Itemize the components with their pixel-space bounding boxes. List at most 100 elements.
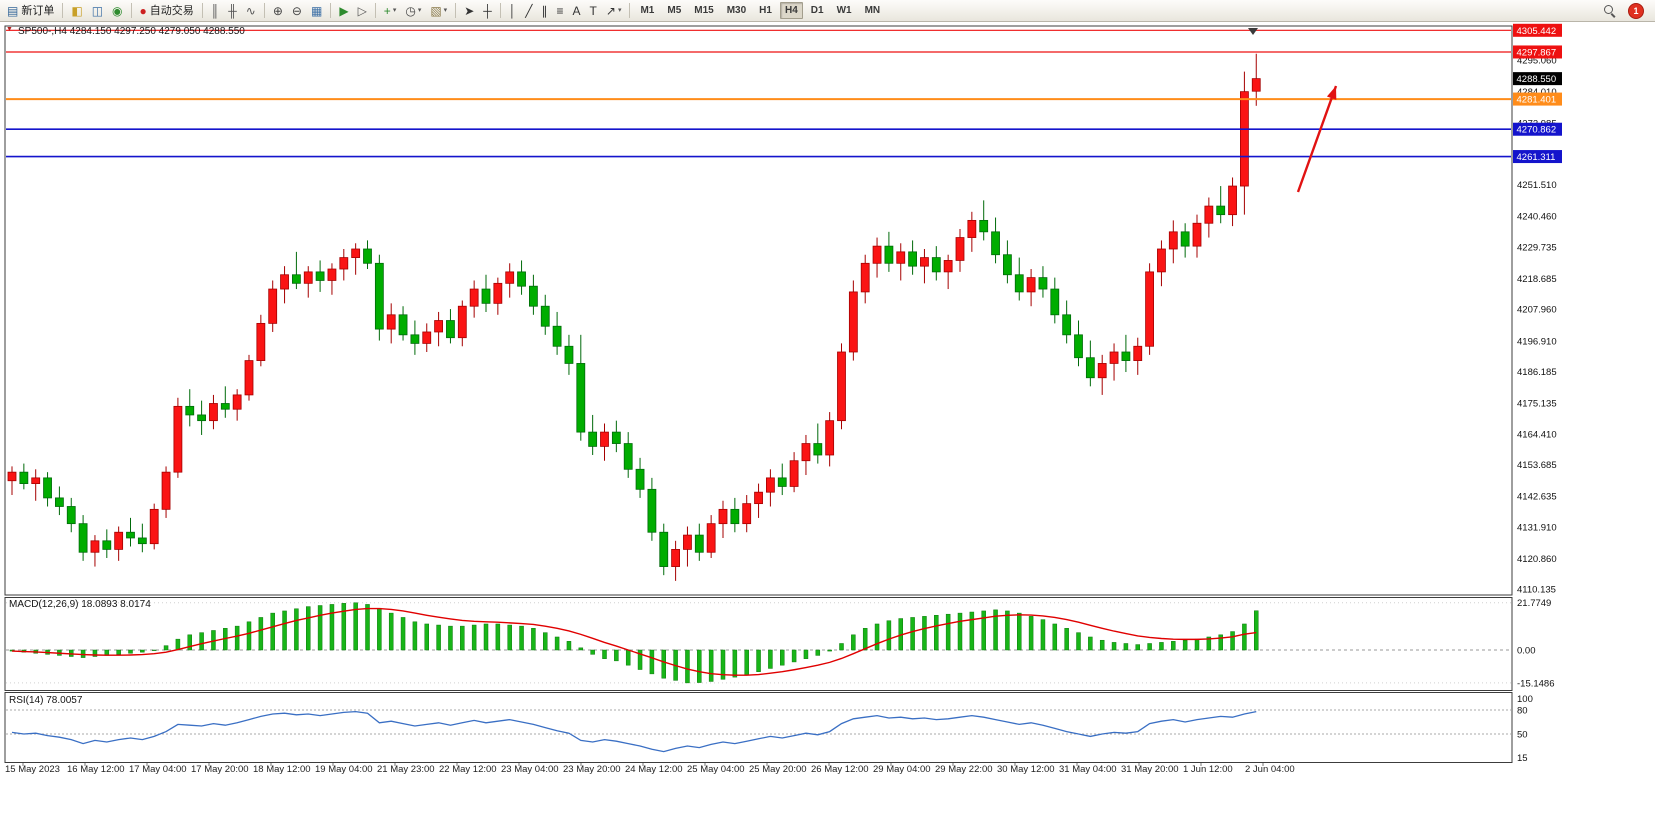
cursor-button[interactable]: ➤	[460, 1, 478, 21]
fibonacci-icon: ≡	[556, 3, 564, 18]
axis-label: 17 May 20:00	[191, 764, 249, 775]
timeframe-mn-button[interactable]: MN	[864, 5, 881, 16]
chevron-down-icon: ▾	[443, 6, 448, 14]
axis-label: 4196.910	[1517, 336, 1557, 347]
timeframe-m1-button[interactable]: M1	[640, 5, 655, 16]
axis-label: 25 May 20:00	[749, 764, 807, 775]
trend-arrow-object[interactable]	[1296, 85, 1338, 193]
zoom-in-button[interactable]: ⊕	[269, 1, 287, 21]
axis-label: 4142.635	[1517, 492, 1557, 503]
axis-label: 4270.862	[1517, 125, 1557, 136]
axis-label: 4175.135	[1517, 399, 1557, 410]
axis-label: 30 May 12:00	[997, 764, 1055, 775]
timeframe-h1-button[interactable]: H1	[759, 5, 772, 16]
axis-label: 4288.550	[1517, 74, 1557, 85]
axis-label: 4131.910	[1517, 522, 1557, 533]
notification-badge[interactable]: 1	[1628, 2, 1644, 19]
toolbar-separator	[130, 3, 132, 18]
bar-chart-button[interactable]: ║	[207, 1, 224, 21]
axis-label: 25 May 04:00	[687, 764, 745, 775]
axis-label: 4186.185	[1517, 367, 1557, 378]
tile-windows-icon: ▦	[310, 3, 323, 18]
auto-scroll-button[interactable]: ▶	[335, 1, 352, 21]
label-button[interactable]: T	[586, 1, 601, 21]
axis-label: 22 May 12:00	[439, 764, 497, 775]
axis-label: 80	[1517, 706, 1528, 717]
price-badge	[1513, 92, 1562, 106]
auto-trading-button[interactable]: ● 自动交易	[136, 1, 198, 21]
new-order-button[interactable]: ▤ 新订单	[3, 1, 58, 21]
timeframe-m30-button[interactable]: M30	[726, 5, 747, 16]
price-badge	[1513, 45, 1562, 59]
line-chart-icon: ∿	[245, 3, 256, 18]
axis-label: 21.7749	[1517, 598, 1551, 609]
axis-label: 4164.410	[1517, 429, 1557, 440]
price-badge	[1513, 150, 1562, 164]
label-icon: T	[589, 3, 597, 18]
axis-label: 4251.510	[1517, 180, 1557, 191]
auto-trading-icon: ●	[139, 3, 147, 18]
one-click-trading-toggle[interactable]: ▼	[6, 26, 13, 33]
text-button[interactable]: A	[569, 1, 585, 21]
templates-button[interactable]: ▧ ▾	[426, 1, 451, 21]
indicators-button[interactable]: + ▾	[380, 1, 401, 21]
vertical-line-button[interactable]: │	[505, 1, 521, 21]
axis-label: -15.1486	[1517, 678, 1555, 689]
toolbar-separator	[499, 3, 501, 18]
time-axis: 15 May 2023 16 May 12:00 17 May 04:00 17 Ma…	[5, 763, 1295, 775]
axis-label: 31 May 04:00	[1059, 764, 1117, 775]
axis-label: 24 May 12:00	[625, 764, 683, 775]
axis-label: 50	[1517, 730, 1528, 741]
periods-icon: ◷	[405, 3, 416, 18]
tile-windows-button[interactable]: ▦	[307, 1, 326, 21]
axis-label: 16 May 12:00	[67, 764, 125, 775]
macd-signal-line	[11, 607, 1257, 676]
axis-label: 19 May 04:00	[315, 764, 373, 775]
timeframe-d1-button[interactable]: D1	[810, 5, 824, 16]
toolbar-buttons: ▤ 新订单 ◧ ◫ ◉ ● 自动交易 ║ ╫ ∿ ⊕ ⊖ ▦ ▶ ▷ + ▾ ◷ ▾ ▧ ▾ ➤ ┼ │ ╱ ∥ ≡ A T ↗ ▾	[3, 1, 633, 21]
axis-label: 4261.311	[1517, 152, 1556, 163]
auto-scroll-icon: ▶	[339, 3, 349, 18]
trendline-button[interactable]: ╱	[521, 1, 536, 21]
profiles-button[interactable]: ◫	[88, 1, 107, 21]
search-button[interactable]	[1599, 1, 1620, 21]
axis-label: 4153.685	[1517, 460, 1557, 471]
toolbar-separator	[455, 3, 457, 18]
chart-canvas[interactable]: 4295.0604284.0104272.9854251.5104240.460…	[0, 22, 1655, 828]
toolbar-right-group: 1	[1599, 1, 1652, 21]
timeframe-m15-button[interactable]: M15	[694, 5, 714, 16]
axis-label: 17 May 04:00	[129, 764, 187, 775]
timeframe-w1-button[interactable]: W1	[836, 5, 852, 16]
chart-shift-button[interactable]: ▷	[354, 1, 371, 21]
charts-button[interactable]: ◧	[67, 1, 86, 21]
zoom-out-button[interactable]: ⊖	[288, 1, 306, 21]
macd-pane[interactable]	[4, 597, 1513, 691]
line-chart-button[interactable]: ∿	[242, 1, 260, 21]
axis-label: 4295.060	[1517, 56, 1557, 67]
channel-button[interactable]: ∥	[538, 1, 552, 21]
main-toolbar: ▤ 新订单 ◧ ◫ ◉ ● 自动交易 ║ ╫ ∿ ⊕ ⊖ ▦ ▶ ▷ + ▾ ◷ ▾ ▧ ▾ ➤ ┼ │ ╱ ∥ ≡ A T ↗ ▾ M1 M…	[0, 0, 1655, 22]
vertical-line-icon: │	[508, 3, 517, 18]
timeframe-m5-button[interactable]: M5	[667, 5, 682, 16]
arrow-tool-button[interactable]: ↗ ▾	[602, 1, 626, 21]
axis-label: 4305.442	[1517, 26, 1557, 37]
market-watch-button[interactable]: ◉	[108, 1, 126, 21]
channel-icon: ∥	[541, 3, 548, 18]
search-icon	[1603, 4, 1616, 17]
axis-label: 18 May 12:00	[253, 764, 311, 775]
text-icon: A	[572, 3, 581, 18]
axis-label: 29 May 04:00	[873, 764, 931, 775]
toolbar-separator	[201, 3, 203, 18]
price-axis: 4295.0604284.0104272.9854251.5104240.460…	[1517, 56, 1557, 596]
chart-shift-marker[interactable]	[1248, 28, 1258, 35]
axis-label: 4207.960	[1517, 305, 1557, 316]
fibonacci-button[interactable]: ≡	[553, 1, 568, 21]
axis-label: 23 May 04:00	[501, 764, 559, 775]
timeframe-h4-button[interactable]: H4	[779, 2, 803, 19]
toolbar-separator	[629, 3, 631, 18]
periods-button[interactable]: ◷ ▾	[401, 1, 425, 21]
crosshair-button[interactable]: ┼	[479, 1, 496, 21]
candle-chart-button[interactable]: ╫	[224, 1, 241, 21]
rsi-pane[interactable]	[4, 692, 1513, 763]
